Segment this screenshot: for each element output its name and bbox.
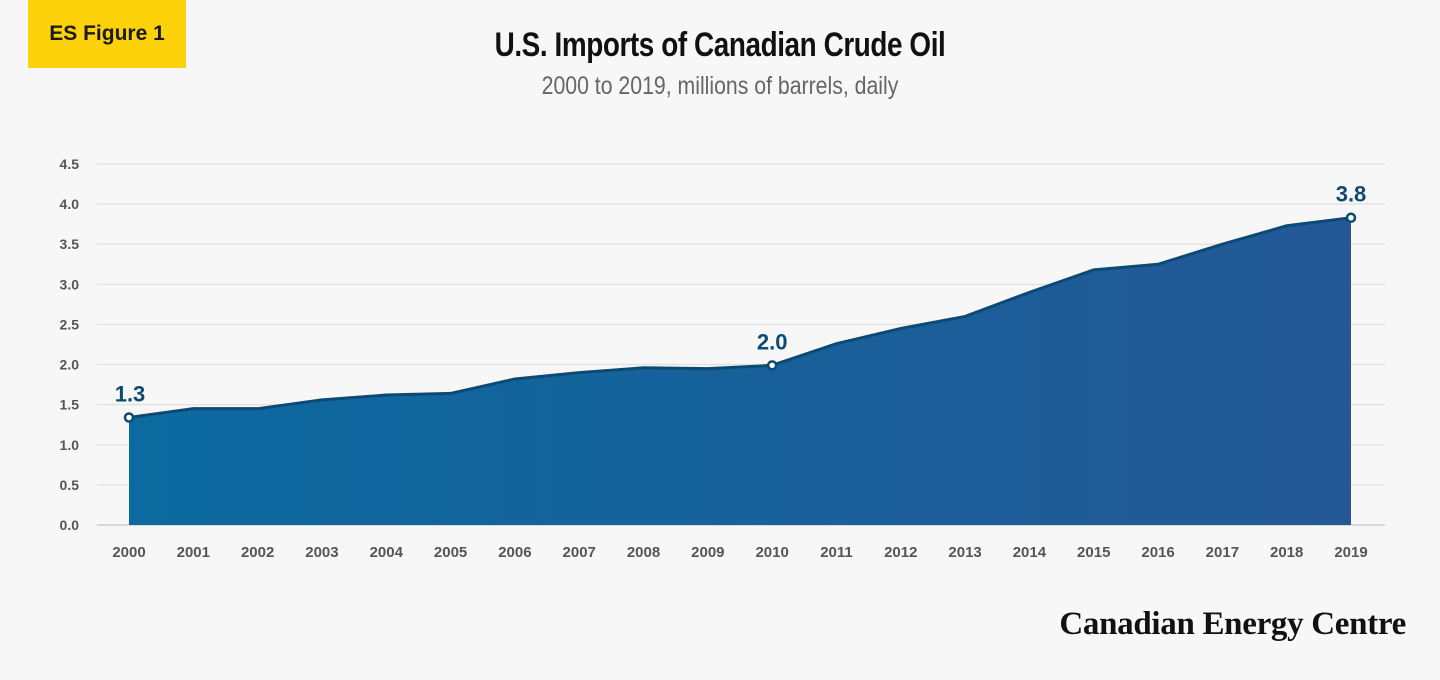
data-point bbox=[578, 372, 580, 374]
data-point bbox=[257, 408, 259, 410]
y-tick-label: 3.0 bbox=[60, 276, 80, 292]
y-tick-label: 1.0 bbox=[60, 437, 80, 453]
x-tick-label: 2005 bbox=[434, 544, 467, 561]
data-point bbox=[1157, 263, 1159, 265]
x-tick-label: 2012 bbox=[884, 544, 917, 561]
data-point-marker bbox=[1345, 212, 1357, 223]
x-tick-label: 2000 bbox=[112, 544, 145, 561]
data-point-marker bbox=[766, 360, 778, 371]
data-point bbox=[514, 378, 516, 380]
data-point bbox=[707, 368, 709, 370]
x-tick-label: 2009 bbox=[691, 544, 724, 561]
data-point bbox=[450, 392, 452, 394]
y-tick-label: 2.5 bbox=[60, 316, 80, 332]
data-point bbox=[900, 327, 902, 329]
canadian-energy-centre-logo: Canadian Energy Centre bbox=[1059, 606, 1406, 642]
data-point bbox=[385, 394, 387, 396]
x-tick-label: 2003 bbox=[305, 544, 338, 561]
x-tick-label: 2019 bbox=[1334, 544, 1367, 561]
x-tick-label: 2015 bbox=[1077, 544, 1110, 561]
y-tick-label: 2.0 bbox=[60, 357, 80, 373]
data-point bbox=[964, 315, 966, 317]
x-tick-label: 2004 bbox=[370, 544, 404, 561]
data-point bbox=[1093, 269, 1095, 271]
x-tick-label: 2001 bbox=[177, 544, 210, 561]
data-point bbox=[643, 367, 645, 369]
x-tick-label: 2006 bbox=[498, 544, 531, 561]
x-tick-label: 2011 bbox=[820, 544, 853, 561]
series-line bbox=[128, 216, 1352, 419]
area-fill bbox=[129, 217, 1351, 525]
y-tick-label: 4.5 bbox=[60, 156, 80, 172]
chart-title: U.S. Imports of Canadian Crude Oil bbox=[494, 26, 946, 64]
x-tick-label: 2002 bbox=[241, 544, 274, 561]
data-label: 3.8 bbox=[1336, 182, 1367, 207]
x-tick-label: 2013 bbox=[948, 544, 981, 561]
data-point bbox=[1286, 225, 1288, 227]
x-tick-label: 2014 bbox=[1013, 544, 1047, 561]
data-label: 1.3 bbox=[115, 382, 146, 407]
y-tick-label: 1.5 bbox=[60, 397, 80, 413]
y-tick-label: 3.5 bbox=[60, 236, 80, 252]
figure-badge: ES Figure 1 bbox=[28, 0, 186, 68]
data-point-marker bbox=[123, 412, 135, 423]
data-point bbox=[835, 343, 837, 345]
data-point bbox=[1221, 243, 1223, 245]
x-tick-label: 2010 bbox=[755, 544, 788, 561]
y-tick-label: 0.5 bbox=[60, 477, 80, 493]
data-point bbox=[1028, 291, 1030, 293]
data-point bbox=[321, 399, 323, 401]
x-tick-label: 2017 bbox=[1206, 544, 1239, 561]
x-tick-label: 2018 bbox=[1270, 544, 1303, 561]
x-tick-label: 2008 bbox=[627, 544, 660, 561]
x-tick-label: 2016 bbox=[1141, 544, 1174, 561]
x-tick-label: 2007 bbox=[563, 544, 596, 561]
chart-subtitle: 2000 to 2019, millions of barrels, daily bbox=[541, 72, 899, 100]
y-tick-label: 0.0 bbox=[60, 517, 80, 533]
data-label: 2.0 bbox=[757, 329, 788, 354]
data-point bbox=[192, 408, 194, 410]
y-tick-label: 4.0 bbox=[60, 196, 80, 212]
